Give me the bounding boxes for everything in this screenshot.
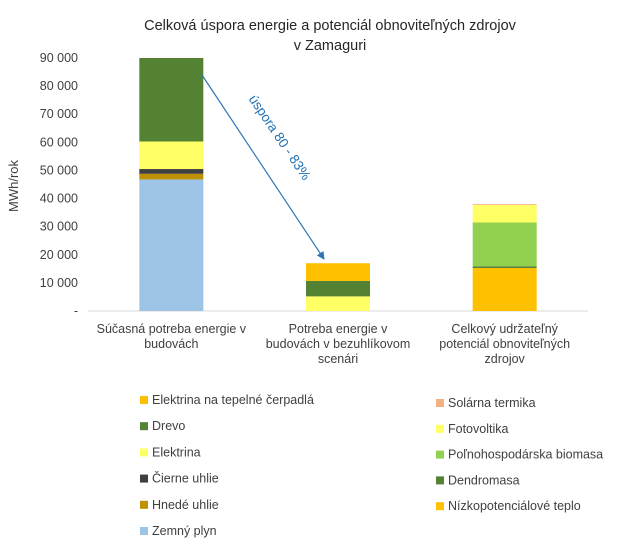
legend-item: Nízkopotenciálové teplo — [436, 499, 581, 513]
legend-label: Drevo — [152, 419, 185, 433]
bar-segment — [472, 204, 537, 206]
x-tick-label: potenciál obnoviteľných — [439, 337, 570, 351]
legend-swatch — [436, 399, 444, 407]
y-tick-label: 50 000 — [40, 163, 78, 177]
legend-swatch — [436, 476, 444, 485]
y-axis-ticks: - 10 000 20 000 30 000 40 000 50 000 60 000 70 … — [40, 51, 78, 318]
bar-segment — [306, 280, 370, 297]
x-tick-label: Súčasná potreba energie v — [97, 322, 247, 336]
legend-swatch — [140, 396, 148, 404]
bar-segment — [306, 296, 370, 311]
x-tick-label: Celkový udržateľný — [451, 322, 558, 336]
legend-label: Fotovoltika — [448, 422, 508, 436]
bar-segment — [472, 267, 537, 311]
legend: Elektrina na tepelné čerpadlá Drevo Elektr… — [140, 393, 603, 538]
legend-swatch — [140, 422, 148, 431]
legend-label: Hnedé uhlie — [152, 498, 219, 512]
x-tick-label: zdrojov — [485, 352, 526, 366]
legend-label: Zemný plyn — [152, 524, 217, 538]
legend-item: Elektrina — [140, 445, 201, 459]
bar-segment — [472, 205, 537, 223]
legend-label: Čierne uhlie — [152, 471, 219, 486]
x-tick-label: scenári — [318, 352, 358, 366]
x-tick-label: budovách — [144, 337, 198, 351]
legend-swatch — [140, 448, 148, 457]
savings-label: úspora 80 - 83% — [246, 92, 314, 183]
legend-swatch — [436, 450, 444, 459]
legend-item: Drevo — [140, 419, 185, 433]
legend-swatch — [436, 424, 444, 433]
x-tick-label: Potreba energie v — [289, 322, 388, 336]
legend-item: Solárna termika — [436, 396, 536, 410]
y-tick-label: 70 000 — [40, 107, 78, 121]
legend-item: Hnedé uhlie — [140, 498, 219, 512]
legend-item: Čierne uhlie — [140, 471, 219, 486]
legend-label: Elektrina — [152, 445, 201, 459]
bar-segment — [139, 169, 204, 174]
bar-segment — [139, 173, 204, 180]
bar-segment — [139, 141, 204, 170]
x-tick-label: budovách v bezuhlíkovom — [266, 337, 411, 351]
y-tick-label: - — [74, 304, 78, 318]
bars — [139, 58, 537, 311]
y-tick-label: 40 000 — [40, 192, 78, 206]
y-tick-label: 20 000 — [40, 248, 78, 262]
bar-segment — [472, 222, 537, 267]
legend-label: Solárna termika — [448, 396, 536, 410]
chart-title-line-1: Celková úspora energie a potenciál obnov… — [144, 18, 517, 34]
legend-label: Dendromasa — [448, 473, 520, 487]
savings-annotation: úspora 80 - 83% — [201, 74, 325, 260]
savings-arrow — [201, 74, 325, 260]
legend-label: Elektrina na tepelné čerpadlá — [152, 393, 314, 407]
y-tick-label: 30 000 — [40, 220, 78, 234]
legend-item: Fotovoltika — [436, 422, 508, 436]
bar-segment — [139, 58, 204, 142]
legend-item: Poľnohospodárska biomasa — [436, 448, 603, 462]
y-axis-title: MWh/rok — [6, 160, 21, 213]
legend-label: Nízkopotenciálové teplo — [448, 499, 581, 513]
legend-swatch — [436, 502, 444, 511]
y-tick-label: 10 000 — [40, 276, 78, 290]
legend-label: Poľnohospodárska biomasa — [448, 448, 603, 462]
y-tick-label: 60 000 — [40, 135, 78, 149]
legend-swatch — [140, 474, 148, 483]
y-tick-label: 90 000 — [40, 51, 78, 65]
bar-segment — [472, 266, 537, 268]
y-tick-label: 80 000 — [40, 79, 78, 93]
legend-swatch — [140, 527, 148, 535]
bar-segment — [306, 263, 370, 281]
legend-item: Zemný plyn — [140, 524, 217, 538]
legend-item: Elektrina na tepelné čerpadlá — [140, 393, 314, 407]
bar-segment — [139, 179, 204, 311]
legend-swatch — [140, 500, 148, 509]
legend-item: Dendromasa — [436, 473, 520, 487]
chart-title-line-2: v Zamaguri — [294, 38, 367, 54]
